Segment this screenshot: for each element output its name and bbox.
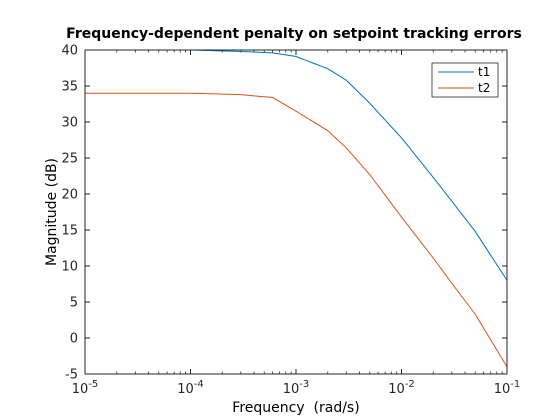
y-tick-label: -5 [65, 368, 78, 383]
x-axis: 10-5 10-4 10-3 10-2 10-1 [72, 50, 521, 397]
legend: t1 t2 [431, 62, 499, 98]
y-tick-label: 35 [61, 80, 78, 95]
y-tick-label: 0 [70, 332, 78, 347]
x-tick-label: 10-5 [72, 379, 99, 397]
y-axis-label: Magnitude (dB) [44, 158, 60, 266]
x-tick-label: 10-3 [283, 379, 310, 397]
legend-box [431, 62, 499, 98]
series-line-t2 [85, 92, 508, 368]
x-tick-label: 10-2 [388, 379, 415, 397]
plot-frame [84, 49, 508, 375]
series-lines [85, 49, 508, 368]
y-tick-label: 15 [61, 224, 78, 239]
y-tick-label: 30 [61, 116, 78, 131]
y-tick-label: 25 [61, 152, 78, 167]
legend-label-t2: t2 [478, 81, 490, 95]
y-tick-label: 10 [61, 260, 78, 275]
x-tick-label: 10-1 [494, 379, 521, 397]
y-tick-label: 20 [61, 188, 78, 203]
x-tick-label: 10-4 [177, 379, 204, 397]
x-axis-label: Frequency (rad/s) [232, 400, 359, 416]
series-line-t1 [85, 49, 508, 281]
y-tick-label: 5 [70, 296, 78, 311]
y-axis: -5 0 5 10 15 20 25 30 35 40 [61, 44, 507, 383]
plot-area [85, 50, 507, 374]
chart-title: Frequency-dependent penalty on setpoint … [66, 26, 522, 42]
legend-label-t1: t1 [478, 65, 490, 79]
y-tick-label: 40 [61, 44, 78, 59]
